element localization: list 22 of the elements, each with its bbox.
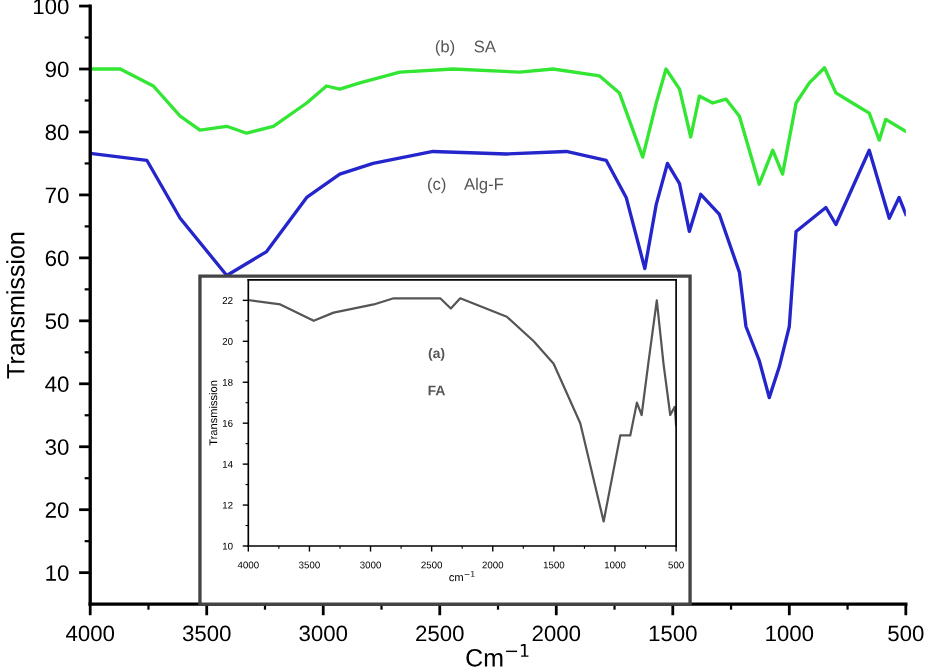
x-tick-label: 3500 bbox=[182, 625, 231, 642]
y-tick-label: 90 bbox=[45, 61, 69, 78]
x-tick-label: 500 bbox=[888, 625, 924, 642]
y-tick-label: 10 bbox=[46, 565, 69, 581]
y-tick-label: 40 bbox=[45, 376, 69, 393]
x-axis-title: Cm$^{−1}$ bbox=[466, 644, 529, 667]
y-tick-label: 70 bbox=[45, 187, 69, 204]
x-tick-label: 4000 bbox=[66, 625, 115, 642]
y-tick-label: 80 bbox=[45, 124, 69, 141]
y-tick-label: 60 bbox=[45, 250, 69, 267]
x-tick-label: 3000 bbox=[299, 625, 348, 642]
x-tick-label: 2500 bbox=[416, 625, 464, 642]
x-tick-label: 2000 bbox=[532, 625, 581, 642]
annotation: (b) SA bbox=[435, 40, 496, 56]
y-tick-label: 30 bbox=[45, 439, 69, 456]
x-tick-label: 1500 bbox=[649, 625, 697, 642]
x-tick-label: 1000 bbox=[766, 625, 814, 642]
y-tick-label: 20 bbox=[45, 502, 69, 518]
line-series bbox=[249, 297, 677, 523]
y-tick-label: 50 bbox=[45, 313, 69, 330]
annotation: (c) Alg-F bbox=[428, 177, 504, 194]
y-axis-title: Transmission bbox=[6, 232, 25, 379]
